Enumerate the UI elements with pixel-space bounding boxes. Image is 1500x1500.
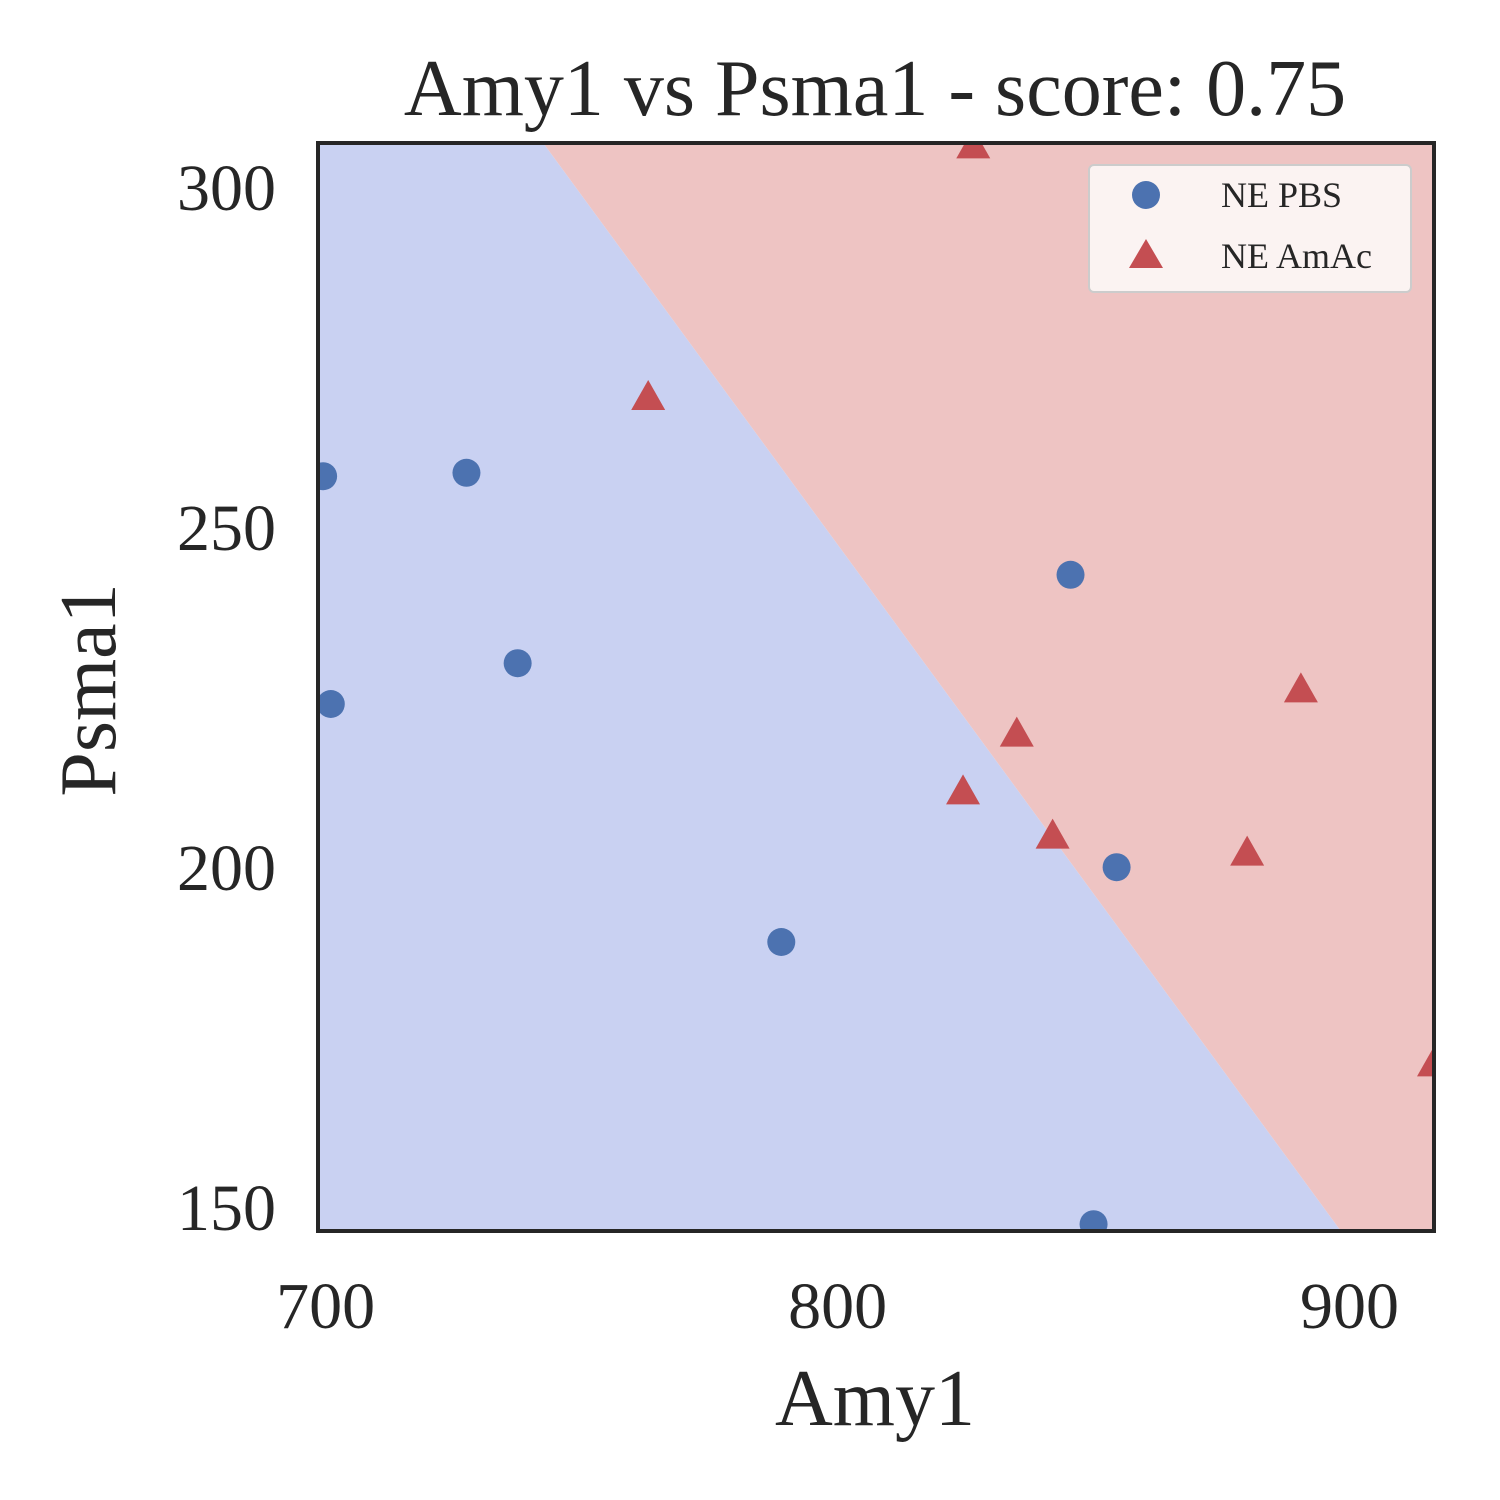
point-ne-pbs-7 — [1102, 853, 1131, 882]
region-ne-amac — [543, 143, 1434, 1231]
region-ne-pbs — [318, 143, 1341, 1231]
point-ne-amac-5 — [1230, 835, 1265, 866]
legend-label-ne-amac: NE AmAc — [1221, 236, 1372, 276]
x-tick-label-900: 900 — [1300, 1270, 1399, 1343]
y-axis-title: Psma1 — [45, 583, 133, 796]
plot-area — [318, 143, 1434, 1231]
point-ne-pbs-2 — [452, 458, 481, 487]
data-points — [318, 143, 1434, 1231]
point-ne-amac-3 — [999, 716, 1034, 747]
point-ne-amac-2 — [946, 774, 981, 805]
point-ne-amac-0 — [956, 143, 991, 159]
legend-label-ne-pbs: NE PBS — [1221, 175, 1342, 215]
y-tick-label-200: 200 — [177, 832, 276, 905]
legend: NE PBS NE AmAc — [1088, 164, 1412, 293]
point-ne-amac-1 — [631, 380, 666, 410]
point-ne-amac-7 — [1417, 1046, 1434, 1077]
point-ne-pbs-1 — [318, 690, 345, 718]
point-ne-pbs-0 — [318, 462, 338, 491]
point-ne-pbs-5 — [1056, 560, 1085, 589]
y-tick-label-300: 300 — [177, 152, 276, 225]
point-ne-amac-6 — [1283, 672, 1318, 703]
legend-box — [1088, 164, 1412, 293]
axes-frame — [316, 141, 1436, 1233]
legend-marker-ne-pbs — [1132, 181, 1160, 209]
x-tick-label-800: 800 — [788, 1270, 887, 1343]
chart-title: Amy1 vs Psma1 - score: 0.75 — [404, 45, 1346, 133]
x-axis-title: Amy1 — [775, 1355, 975, 1443]
point-ne-pbs-3 — [503, 649, 532, 678]
x-tick-label-700: 700 — [276, 1270, 375, 1343]
point-ne-amac-4 — [1035, 818, 1070, 849]
y-tick-label-250: 250 — [177, 492, 276, 565]
legend-marker-ne-amac — [1129, 239, 1163, 268]
point-ne-pbs-4 — [767, 928, 796, 956]
point-ne-pbs-6 — [1079, 1210, 1108, 1231]
tick-labels: 700 800 900 150 200 250 300 — [177, 152, 1399, 1343]
y-tick-label-150: 150 — [177, 1172, 276, 1245]
